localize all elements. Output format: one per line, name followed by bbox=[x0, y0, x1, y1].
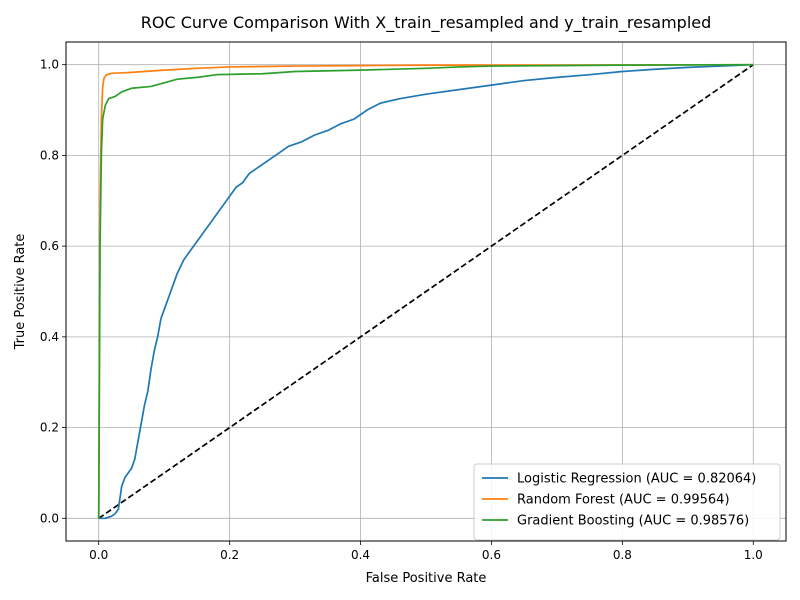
chart-title: ROC Curve Comparison With X_train_resamp… bbox=[141, 13, 712, 33]
y-tick-label: 1.0 bbox=[40, 58, 59, 72]
x-tick-label: 0.2 bbox=[220, 548, 239, 562]
y-axis-label: True Positive Rate bbox=[13, 234, 28, 351]
legend: Logistic Regression (AUC = 0.82064) Rando… bbox=[473, 463, 781, 541]
x-axis-label: False Positive Rate bbox=[366, 571, 487, 586]
x-tick-label: 1.0 bbox=[744, 548, 763, 562]
y-tick-label: 0.2 bbox=[40, 421, 59, 435]
x-axis-ticks: 0.0 0.2 0.4 0.6 0.8 1.0 bbox=[89, 541, 763, 562]
x-tick-label: 0.8 bbox=[613, 548, 632, 562]
chance-diagonal-line bbox=[98, 63, 754, 520]
series-line-gradient-boosting bbox=[97, 63, 754, 519]
legend-box bbox=[473, 463, 781, 541]
plot-frame bbox=[65, 41, 787, 542]
legend-entry-label: Gradient Boosting (AUC = 0.98576) bbox=[517, 514, 749, 529]
legend-entry-label: Random Forest (AUC = 0.99564) bbox=[517, 493, 730, 508]
grid bbox=[66, 42, 786, 541]
x-tick-label: 0.6 bbox=[482, 548, 501, 562]
series-line-random-forest bbox=[97, 63, 754, 519]
plot-lines bbox=[97, 63, 754, 520]
x-tick-label: 0.0 bbox=[89, 548, 108, 562]
y-tick-label: 0.4 bbox=[40, 330, 59, 344]
legend-entry-label: Logistic Regression (AUC = 0.82064) bbox=[517, 472, 756, 487]
y-tick-label: 0.6 bbox=[40, 239, 59, 253]
y-tick-label: 0.0 bbox=[40, 511, 59, 525]
y-axis-ticks: 0.0 0.2 0.4 0.6 0.8 1.0 bbox=[40, 58, 66, 525]
y-tick-label: 0.8 bbox=[40, 148, 59, 162]
series-line-logistic-regression bbox=[98, 63, 754, 520]
x-tick-label: 0.4 bbox=[351, 548, 370, 562]
